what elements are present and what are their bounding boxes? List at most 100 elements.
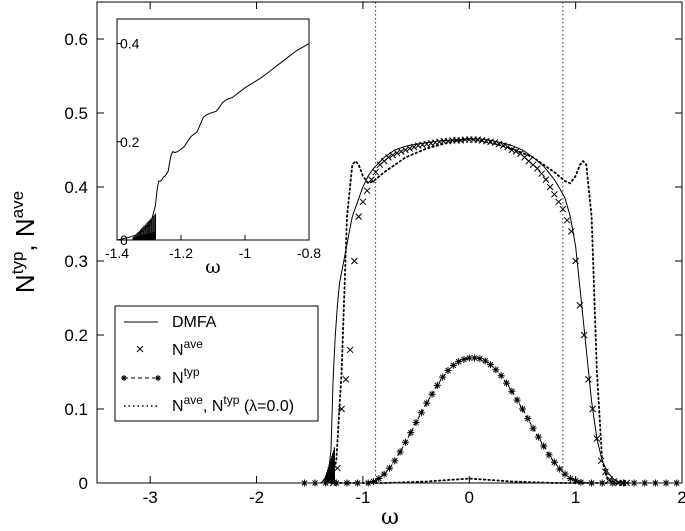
series-2-point-43 — [561, 470, 569, 478]
inset-series-group — [116, 43, 310, 241]
inset-y-tick-label-1: 0.2 — [120, 134, 140, 150]
reference-lines — [375, 2, 564, 483]
inset-x-tick-label-3: -0.8 — [297, 245, 321, 261]
series-1-point-49 — [538, 170, 545, 178]
series-1-point-2 — [338, 405, 345, 413]
inset-x-axis-title: ω — [205, 256, 221, 278]
series-1-point-9 — [368, 176, 375, 183]
series-2-point-54 — [662, 479, 670, 487]
ylabel-a: N — [10, 274, 40, 293]
series-2-point-42 — [556, 465, 564, 473]
series-1-point-64 — [602, 468, 609, 476]
y-tick-label-4: 0.4 — [64, 178, 88, 197]
legend-lambda-sup: ave — [184, 393, 204, 407]
y-tick-label-6: 0.6 — [64, 30, 88, 49]
series-1-point-7 — [359, 198, 367, 206]
series-1-point-8 — [363, 187, 371, 195]
series-2-point-20 — [439, 373, 447, 381]
legend-swatch-n-ave — [136, 345, 144, 353]
series-1-point-17 — [402, 146, 409, 154]
series-2-point-26 — [471, 354, 479, 362]
series-1-point-42 — [508, 146, 516, 154]
series-2-point-9 — [380, 470, 388, 478]
legend-lambda-mid-sup: typ — [223, 393, 239, 407]
series-1-point-38 — [491, 139, 499, 146]
series-1-point-61 — [589, 405, 597, 413]
y-tick-label-3: 0.3 — [64, 252, 88, 271]
legend-n-ave-sup: ave — [184, 337, 204, 351]
series-2-point-34 — [513, 396, 521, 404]
legend-label-dmfa: DMFA — [172, 314, 217, 331]
series-2-point-36 — [524, 415, 532, 423]
series-4-line — [330, 477, 609, 484]
series-1-point-51 — [546, 183, 554, 191]
legend-label-n-ave: Nave — [172, 337, 203, 359]
series-2-point-13 — [401, 438, 409, 446]
y-tick-label-2: 0.2 — [64, 326, 88, 345]
series-1-point-60 — [585, 376, 592, 383]
series-2-point-18 — [428, 390, 436, 398]
series-2-point-19 — [433, 381, 441, 389]
series-2-point-52 — [641, 479, 649, 487]
legend-lambda-text: N — [172, 398, 184, 415]
series-1-point-15 — [393, 149, 401, 157]
series-1-point-3 — [342, 376, 350, 383]
series-1-point-14 — [389, 151, 397, 159]
series-2-point-7 — [370, 478, 378, 486]
series-2-point-11 — [391, 457, 399, 465]
legend-n-typ-sup: typ — [184, 365, 200, 379]
series-1-point-57 — [572, 257, 579, 265]
series-1-point-6 — [355, 213, 363, 220]
series-2-point-25 — [465, 354, 473, 362]
legend-n-ave-text: N — [172, 342, 184, 359]
star-marker-icon — [155, 375, 161, 381]
series-1-point-43 — [512, 148, 520, 155]
series-2-point-29 — [487, 361, 495, 369]
series-1-point-1 — [334, 464, 341, 472]
series-2-point-24 — [460, 355, 468, 363]
inset-plot: -1.4 -1.2 -1 -0.8 0 0.2 0.4 ω — [105, 18, 321, 278]
series-1-point-18 — [406, 145, 414, 152]
series-2-point-15 — [412, 418, 420, 426]
legend-label-lambda: Nave, Ntyp (λ=0.0) — [172, 393, 294, 415]
x-tick-label-1: -2 — [249, 488, 264, 507]
legend-label-n-typ: Ntyp — [172, 365, 200, 387]
series-2-point-30 — [492, 366, 500, 374]
inset-x-axis-ticks: -1.4 -1.2 -1 -0.8 — [105, 235, 321, 261]
series-2-point-32 — [503, 379, 510, 387]
series-2-point-31 — [497, 372, 505, 380]
inset-onset-spikes — [132, 213, 156, 240]
inset-x-tick-label-2: -1 — [239, 245, 252, 261]
y-tick-label-1: 0.1 — [64, 400, 88, 419]
series-2-point-40 — [545, 451, 553, 459]
series-2-point-35 — [518, 405, 526, 413]
star-marker-icon — [121, 375, 127, 381]
series-2-point-28 — [481, 357, 489, 365]
main-plot: -3 -2 -1 0 1 2 00.10.20.30.40.50.6 ω Ntyp, Na… — [8, 1, 685, 530]
x-marker-icon — [136, 345, 144, 353]
series-2-point-10 — [386, 464, 393, 472]
series-1-point-54 — [559, 205, 567, 213]
series-1-point-13 — [385, 154, 392, 161]
ylabel-b: N — [10, 218, 40, 237]
series-1-point-55 — [563, 216, 571, 224]
series-2-point-38 — [534, 433, 542, 441]
main-series-group — [300, 136, 682, 487]
series-2-point-12 — [396, 448, 404, 456]
inset-y-tick-label-2: 0.4 — [120, 36, 140, 52]
series-1-point-50 — [542, 176, 550, 183]
series-1-point-59 — [580, 331, 588, 339]
legend-dmfa-text: DMFA — [172, 314, 217, 331]
series-2-point-27 — [476, 355, 484, 363]
inset-series-0-line — [116, 43, 310, 241]
ylabel-b-sup: ave — [8, 191, 27, 218]
series-1-point-52 — [551, 191, 558, 198]
x-tick-label-5: 2 — [677, 488, 685, 507]
inset-y-axis-ticks: 0 0.2 0.4 — [117, 36, 140, 248]
x-tick-label-0: -3 — [143, 488, 158, 507]
series-2-point-39 — [540, 442, 548, 450]
legend-lambda-mid: , N — [203, 398, 223, 415]
series-1-point-5 — [351, 257, 358, 265]
x-tick-label-4: 1 — [571, 488, 580, 507]
